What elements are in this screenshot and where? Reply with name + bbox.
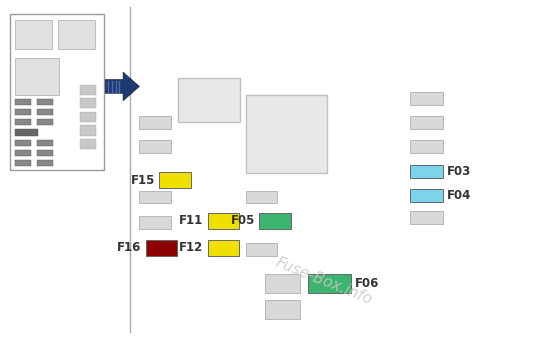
FancyBboxPatch shape	[15, 20, 52, 49]
FancyBboxPatch shape	[410, 165, 443, 178]
FancyBboxPatch shape	[259, 213, 291, 229]
Text: F03: F03	[447, 165, 471, 178]
FancyBboxPatch shape	[265, 274, 300, 293]
FancyBboxPatch shape	[246, 191, 277, 203]
FancyBboxPatch shape	[80, 125, 96, 136]
FancyBboxPatch shape	[58, 20, 95, 49]
FancyBboxPatch shape	[178, 78, 240, 122]
FancyBboxPatch shape	[15, 129, 38, 136]
FancyBboxPatch shape	[139, 140, 171, 153]
FancyBboxPatch shape	[15, 150, 31, 156]
FancyBboxPatch shape	[159, 172, 191, 188]
FancyBboxPatch shape	[15, 58, 59, 95]
FancyBboxPatch shape	[208, 213, 239, 229]
Text: F11: F11	[179, 214, 204, 227]
Text: F15: F15	[131, 174, 155, 186]
FancyBboxPatch shape	[80, 112, 96, 122]
FancyBboxPatch shape	[37, 160, 53, 166]
FancyBboxPatch shape	[15, 119, 31, 125]
Polygon shape	[105, 72, 139, 101]
FancyBboxPatch shape	[410, 116, 443, 129]
FancyBboxPatch shape	[410, 92, 443, 105]
Text: F12: F12	[179, 241, 204, 254]
Text: F04: F04	[447, 189, 471, 202]
FancyBboxPatch shape	[308, 274, 351, 293]
FancyBboxPatch shape	[246, 243, 277, 256]
FancyBboxPatch shape	[265, 300, 300, 319]
Text: F05: F05	[231, 214, 255, 227]
FancyBboxPatch shape	[410, 211, 443, 224]
FancyBboxPatch shape	[139, 191, 171, 203]
FancyBboxPatch shape	[37, 119, 53, 125]
Text: Fuse-Box.info: Fuse-Box.info	[273, 255, 375, 307]
FancyBboxPatch shape	[10, 14, 104, 170]
FancyBboxPatch shape	[80, 139, 96, 149]
FancyBboxPatch shape	[146, 240, 177, 256]
FancyBboxPatch shape	[15, 140, 31, 146]
FancyBboxPatch shape	[15, 160, 31, 166]
FancyBboxPatch shape	[410, 140, 443, 153]
Text: F16: F16	[117, 241, 141, 254]
FancyBboxPatch shape	[208, 240, 239, 256]
FancyBboxPatch shape	[37, 99, 53, 105]
FancyBboxPatch shape	[37, 109, 53, 115]
FancyBboxPatch shape	[37, 140, 53, 146]
FancyBboxPatch shape	[80, 98, 96, 108]
FancyBboxPatch shape	[410, 189, 443, 202]
FancyBboxPatch shape	[139, 216, 171, 229]
FancyBboxPatch shape	[37, 150, 53, 156]
FancyBboxPatch shape	[246, 95, 327, 173]
FancyBboxPatch shape	[80, 85, 96, 95]
FancyBboxPatch shape	[15, 99, 31, 105]
Text: F06: F06	[355, 277, 380, 290]
FancyBboxPatch shape	[15, 109, 31, 115]
FancyBboxPatch shape	[139, 116, 171, 129]
